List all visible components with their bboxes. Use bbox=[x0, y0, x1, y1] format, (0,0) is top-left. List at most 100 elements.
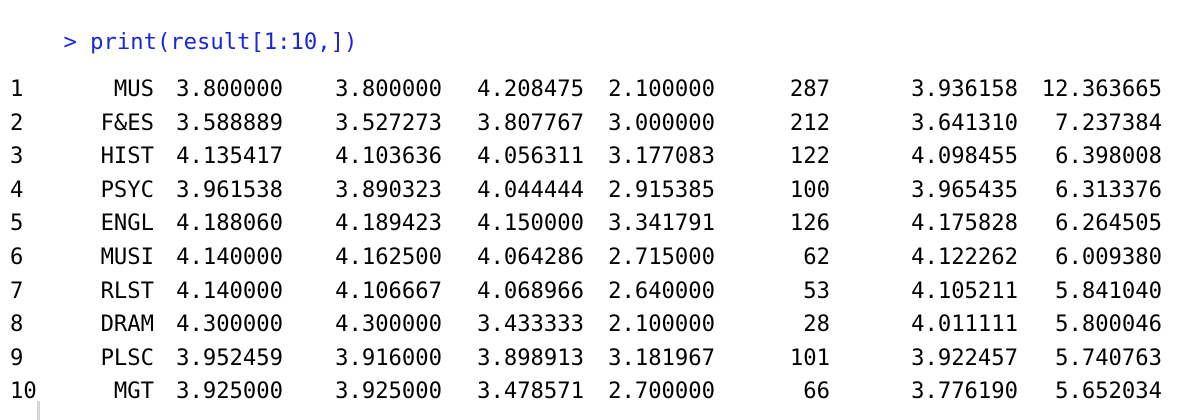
cell-courses: 126 bbox=[789, 210, 830, 237]
row-index: 2 bbox=[10, 109, 24, 136]
cell-subject: PLSC bbox=[100, 344, 154, 371]
cell-averagescore: 3.776190 bbox=[911, 378, 1018, 405]
cell-subject: MUS bbox=[113, 76, 154, 102]
cell-rated: 4.135417 bbox=[176, 143, 283, 170]
cell-subject: ENGL bbox=[100, 210, 154, 237]
cell-rated: 3.952459 bbox=[176, 344, 283, 371]
cell-averagescore: 3.641310 bbox=[911, 109, 1018, 136]
cell-work: 2.715000 bbox=[608, 244, 715, 270]
cell-courses: 101 bbox=[789, 344, 830, 371]
cell-courses: 66 bbox=[803, 378, 830, 405]
cell-goodness: 7.237384 bbox=[1055, 109, 1162, 136]
cell-goodness: 6.313376 bbox=[1055, 176, 1162, 203]
cell-goodness: 6.398008 bbox=[1055, 143, 1162, 170]
cell-ratedclass: 3.890323 bbox=[335, 176, 442, 203]
cell-rated: 3.925000 bbox=[176, 378, 283, 405]
cell-work: 3.341791 bbox=[608, 210, 715, 237]
console-prompt: > bbox=[63, 29, 77, 55]
cell-subject: PSYC bbox=[100, 176, 154, 203]
row-index: 6 bbox=[10, 244, 24, 270]
row-index: 3 bbox=[10, 143, 24, 170]
cell-work: 3.000000 bbox=[608, 109, 715, 136]
cell-goodness: 5.652034 bbox=[1055, 378, 1162, 405]
cell-courses: 212 bbox=[789, 109, 830, 136]
cell-courses: 53 bbox=[803, 277, 830, 304]
cell-ratedprof: 4.044444 bbox=[477, 176, 584, 203]
cell-averagescore: 4.098455 bbox=[911, 143, 1018, 170]
table-row: 3 HIST 4.135417 4.103636 4.056311 3.177083 122… bbox=[0, 139, 1186, 173]
command-text: print(result[1:10,]) bbox=[90, 29, 358, 55]
cell-ratedprof: 4.056311 bbox=[477, 143, 584, 170]
cell-ratedprof: 4.208475 bbox=[477, 76, 584, 102]
cell-averagescore: 4.175828 bbox=[911, 210, 1018, 237]
table-row: 9 PLSC 3.952459 3.916000 3.898913 3.181967 101… bbox=[0, 341, 1186, 375]
cell-ratedclass: 3.916000 bbox=[335, 344, 442, 371]
cell-ratedprof: 3.433333 bbox=[477, 311, 584, 338]
cell-goodness: 5.800046 bbox=[1055, 311, 1162, 338]
cell-subject: F&ES bbox=[100, 109, 154, 136]
row-index: 10 bbox=[10, 378, 37, 405]
cell-rated: 4.188060 bbox=[176, 210, 283, 237]
text-cursor bbox=[37, 401, 40, 420]
table-row: 4 PSYC 3.961538 3.890323 4.044444 2.915385 100… bbox=[0, 173, 1186, 207]
cell-work: 2.100000 bbox=[608, 76, 715, 102]
cell-goodness: 5.740763 bbox=[1055, 344, 1162, 371]
cell-averagescore: 4.122262 bbox=[911, 244, 1018, 270]
table-row: 6 MUSI 4.140000 4.162500 4.064286 2.715000 62 4… bbox=[0, 240, 1186, 274]
cell-rated: 4.140000 bbox=[176, 277, 283, 304]
cell-rated: 4.140000 bbox=[176, 244, 283, 270]
table-row: 1 MUS 3.800000 3.800000 4.208475 2.100000 287 3… bbox=[0, 72, 1186, 106]
cell-courses: 287 bbox=[789, 76, 830, 102]
cell-averagescore: 4.011111 bbox=[911, 311, 1018, 338]
cell-goodness: 5.841040 bbox=[1055, 277, 1162, 304]
table-row: 5 ENGL 4.188060 4.189423 4.150000 3.341791 126… bbox=[0, 206, 1186, 240]
cell-averagescore: 3.965435 bbox=[911, 176, 1018, 203]
cell-rated: 4.300000 bbox=[176, 311, 283, 338]
cell-work: 2.640000 bbox=[608, 277, 715, 304]
cell-subject: MUSI bbox=[100, 244, 154, 270]
cell-work: 3.181967 bbox=[608, 344, 715, 371]
row-index: 7 bbox=[10, 277, 24, 304]
table-row: 2 F&ES 3.588889 3.527273 3.807767 3.000000 212… bbox=[0, 106, 1186, 140]
cell-subject: MGT bbox=[113, 378, 154, 405]
row-index: 5 bbox=[10, 210, 24, 237]
cell-ratedclass: 3.925000 bbox=[335, 378, 442, 405]
cell-ratedclass: 4.103636 bbox=[335, 143, 442, 170]
cell-goodness: 6.009380 bbox=[1055, 244, 1162, 270]
cell-subject: HIST bbox=[100, 143, 154, 170]
cell-work: 2.915385 bbox=[608, 176, 715, 203]
table-row: 8 DRAM 4.300000 4.300000 3.433333 2.100000 28 4… bbox=[0, 307, 1186, 341]
row-index: 1 bbox=[10, 76, 24, 102]
cell-averagescore: 3.922457 bbox=[911, 344, 1018, 371]
cell-work: 2.700000 bbox=[608, 378, 715, 405]
cell-ratedclass: 3.800000 bbox=[335, 76, 442, 102]
cell-ratedprof: 3.807767 bbox=[477, 109, 584, 136]
table-row: 7 RLST 4.140000 4.106667 4.068966 2.640000 53 4… bbox=[0, 274, 1186, 308]
row-index: 8 bbox=[10, 311, 24, 338]
cell-goodness: 6.264505 bbox=[1055, 210, 1162, 237]
cell-subject: DRAM bbox=[100, 311, 154, 338]
cell-rated: 3.588889 bbox=[176, 109, 283, 136]
cell-ratedclass: 4.162500 bbox=[335, 244, 442, 270]
cell-subject: RLST bbox=[100, 277, 154, 304]
cell-ratedclass: 4.300000 bbox=[335, 311, 442, 338]
cell-courses: 122 bbox=[789, 143, 830, 170]
cell-rated: 3.800000 bbox=[176, 76, 283, 102]
cell-courses: 28 bbox=[803, 311, 830, 338]
cell-work: 3.177083 bbox=[608, 143, 715, 170]
table-row: 10 MGT 3.925000 3.925000 3.478571 2.700000 66 3… bbox=[0, 374, 1186, 408]
cell-goodness: 12.363665 bbox=[1041, 76, 1162, 102]
cell-ratedprof: 3.478571 bbox=[477, 378, 584, 405]
cell-ratedprof: 4.068966 bbox=[477, 277, 584, 304]
cell-ratedclass: 4.189423 bbox=[335, 210, 442, 237]
cell-work: 2.100000 bbox=[608, 311, 715, 338]
cell-ratedprof: 3.898913 bbox=[477, 344, 584, 371]
cell-courses: 62 bbox=[803, 244, 830, 270]
cell-ratedclass: 3.527273 bbox=[335, 109, 442, 136]
command-line: > print(result[1:10,]) bbox=[10, 0, 357, 55]
cell-ratedclass: 4.106667 bbox=[335, 277, 442, 304]
cell-courses: 100 bbox=[789, 176, 830, 203]
cell-averagescore: 4.105211 bbox=[911, 277, 1018, 304]
row-index: 4 bbox=[10, 176, 24, 203]
